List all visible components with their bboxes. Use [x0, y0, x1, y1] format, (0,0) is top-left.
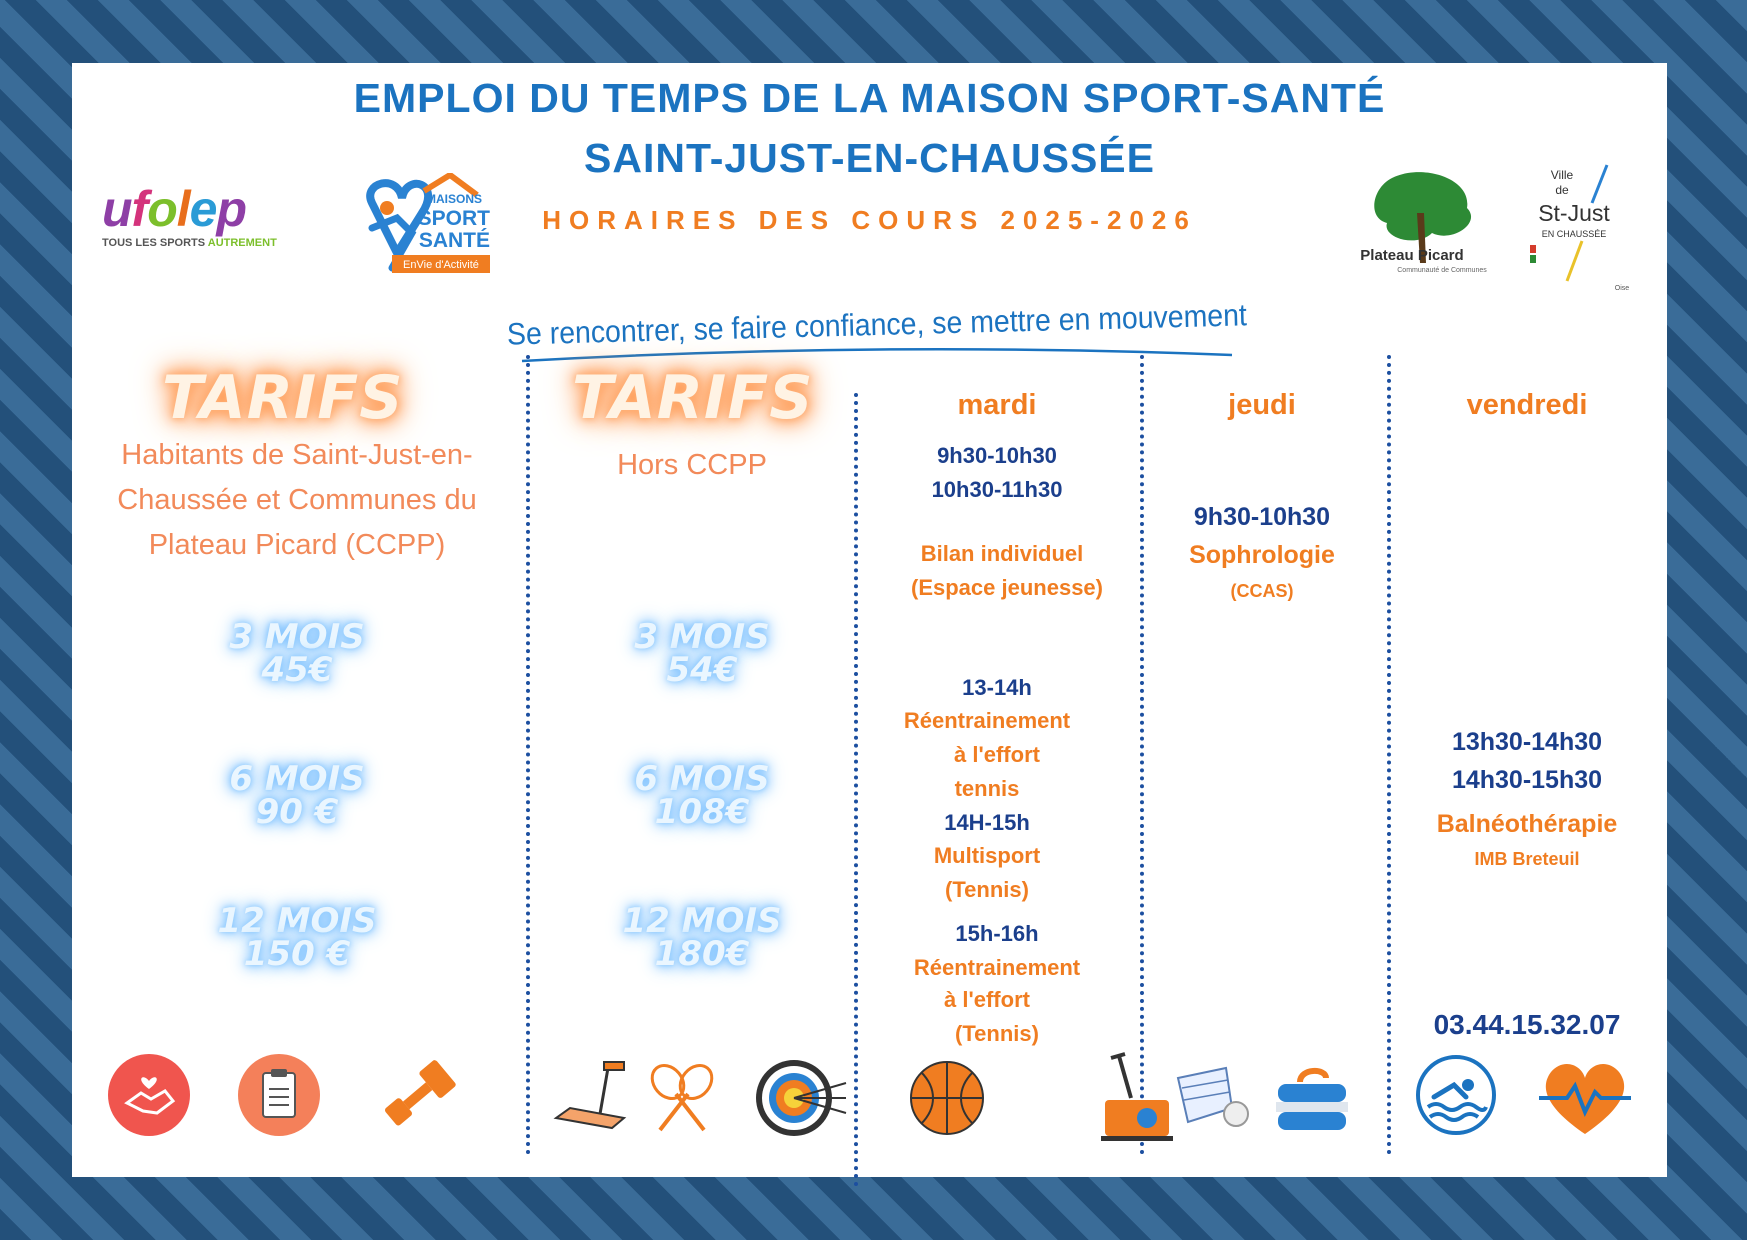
- mardi-time-1: 9h30-10h30: [937, 443, 1057, 468]
- maisons-banner: EnVie d'Activité: [403, 259, 479, 271]
- clipboard-icon: [237, 1053, 321, 1137]
- mardi-activity-bilan: Bilan individuel: [920, 541, 1084, 566]
- mardi-reentrainement-1: Réentrainement: [903, 708, 1071, 733]
- day-mardi: mardi: [957, 389, 1037, 421]
- st-just-ville: Ville: [1551, 168, 1574, 182]
- basketball-icon: [907, 1058, 987, 1138]
- tarifs-description-hors-ccpp: Hors CCPP: [617, 449, 767, 481]
- vendredi-balneotherapie: Balnéothérapie: [1436, 810, 1618, 838]
- price-amount: 180€: [654, 934, 750, 974]
- mardi-multisport: Multisport: [933, 843, 1041, 868]
- slogan-text: Se rencontrer, se faire confiance, se me…: [507, 297, 1248, 351]
- price-amount: 54€: [666, 650, 738, 690]
- dumbbell-icon: [372, 1053, 462, 1137]
- exercise-bike-icon: [1097, 1048, 1177, 1144]
- st-just-de: de: [1555, 183, 1569, 197]
- price-6-mois-hors-ccpp: 6 MOIS 108€: [627, 759, 777, 832]
- day-vendredi: vendredi: [1466, 389, 1588, 421]
- divider-3: [1140, 355, 1144, 1155]
- price-amount: 45€: [261, 650, 333, 690]
- price-duration: 3 MOIS: [634, 617, 770, 657]
- price-12-mois-ccpp: 12 MOIS 150 €: [212, 901, 382, 974]
- divider-1: [526, 355, 530, 1155]
- page-title: EMPLOI DU TEMPS DE LA MAISON SPORT-SANTÉ: [353, 75, 1386, 121]
- st-just-dept: Oise: [1615, 285, 1630, 292]
- divider-2: [854, 393, 858, 1187]
- maisons-text-3: SANTÉ: [419, 229, 490, 252]
- day-jeudi: jeudi: [1228, 389, 1296, 421]
- ufolep-tagline: TOUS LES SPORTS: [102, 237, 206, 249]
- maisons-text-2: SPORT: [418, 207, 491, 230]
- archery-target-icon: [754, 1053, 852, 1143]
- plateau-picard-tag: Communauté de Communes: [1397, 267, 1487, 274]
- price-3-mois-hors-ccpp: 3 MOIS 54€: [627, 617, 777, 690]
- price-amount: 90 €: [255, 792, 339, 832]
- ufolep-tagline-b: AUTREMENT: [207, 237, 277, 249]
- price-3-mois-ccpp: 3 MOIS 45€: [222, 617, 372, 690]
- tarif-desc-line: Plateau Picard (CCPP): [148, 529, 446, 561]
- maisons-text-1: MAISONS: [426, 192, 482, 206]
- price-duration: 6 MOIS: [229, 759, 365, 799]
- mardi-time-2: 10h30-11h30: [931, 477, 1063, 502]
- mardi-place: (Espace jeunesse): [911, 575, 1103, 600]
- price-12-mois-hors-ccpp: 12 MOIS 180€: [617, 901, 787, 974]
- tarif-desc-line: Habitants de Saint-Just-en-: [121, 439, 473, 471]
- curling-stone-icon: [1272, 1058, 1352, 1138]
- page-title-location: SAINT-JUST-EN-CHAUSSÉE: [583, 135, 1155, 181]
- poster: EMPLOI DU TEMPS DE LA MAISON SPORT-SANTÉ…: [72, 63, 1667, 1187]
- tennis-rackets-icon: [642, 1058, 722, 1138]
- plateau-picard-name: Plateau Picard: [1360, 247, 1463, 264]
- mardi-time-5: 15h-16h: [955, 921, 1039, 946]
- mardi-tennis: tennis: [954, 776, 1020, 801]
- price-duration: 3 MOIS: [229, 617, 365, 657]
- tarifs-description-ccpp: Habitants de Saint-Just-en- Chaussée et …: [102, 433, 492, 568]
- phone-number: 03.44.15.32.07: [1433, 1009, 1621, 1040]
- slogan: Se rencontrer, se faire confiance, se me…: [507, 297, 1248, 363]
- handshake-heart-icon: [107, 1053, 191, 1137]
- schedule-subtitle: HORAIRES DES COURS 2025-2026: [542, 205, 1197, 235]
- price-duration: 12 MOIS: [217, 901, 377, 941]
- price-amount: 108€: [654, 792, 750, 832]
- price-duration: 12 MOIS: [622, 901, 782, 941]
- treadmill-icon: [550, 1058, 630, 1138]
- tarifs-heading-hors-ccpp: TARIFS: [572, 363, 814, 433]
- mardi-effort-2: à l'effort: [944, 987, 1030, 1012]
- plateau-picard-logo: Plateau Picard Communauté de Communes: [1342, 168, 1512, 283]
- vendredi-time-1: 13h30-14h30: [1451, 728, 1603, 756]
- price-duration: 6 MOIS: [634, 759, 770, 799]
- divider-4: [1387, 355, 1391, 1155]
- ufolep-logo: ufolep TOUS LES SPORTS AUTREMENT: [102, 181, 277, 249]
- st-just-name: St-Just: [1538, 200, 1610, 226]
- heart-pulse-icon: [1537, 1058, 1633, 1138]
- mardi-effort-1: à l'effort: [954, 742, 1040, 767]
- st-just-sub: EN CHAUSSÉE: [1542, 229, 1607, 239]
- tarifs-heading-ccpp: TARIFS: [162, 363, 404, 433]
- st-just-logo: Ville de St-Just EN CHAUSSÉE Oise: [1522, 163, 1642, 293]
- maisons-sport-sante-logo: MAISONS SPORT SANTÉ EnVie d'Activité: [352, 171, 492, 283]
- mardi-reentrainement-2: Réentrainement: [913, 955, 1081, 980]
- jeudi-time: 9h30-10h30: [1193, 503, 1331, 531]
- jeudi-place: (CCAS): [1230, 581, 1294, 601]
- tarif-desc-line: Chaussée et Communes du: [117, 484, 477, 516]
- price-6-mois-ccpp: 6 MOIS 90 €: [222, 759, 372, 832]
- vendredi-time-2: 14h30-15h30: [1451, 766, 1603, 794]
- shuttlecock-icon: [1172, 1058, 1252, 1138]
- price-amount: 150 €: [243, 934, 351, 974]
- vendredi-place: IMB Breteuil: [1474, 849, 1580, 869]
- mardi-time-4: 14H-15h: [944, 810, 1030, 835]
- mardi-time-3: 13-14h: [962, 675, 1032, 700]
- swimming-icon: [1414, 1053, 1498, 1137]
- mardi-multisport-tennis: (Tennis): [945, 877, 1029, 902]
- mardi-tennis-2: (Tennis): [955, 1021, 1039, 1046]
- jeudi-sophrologie: Sophrologie: [1189, 541, 1335, 569]
